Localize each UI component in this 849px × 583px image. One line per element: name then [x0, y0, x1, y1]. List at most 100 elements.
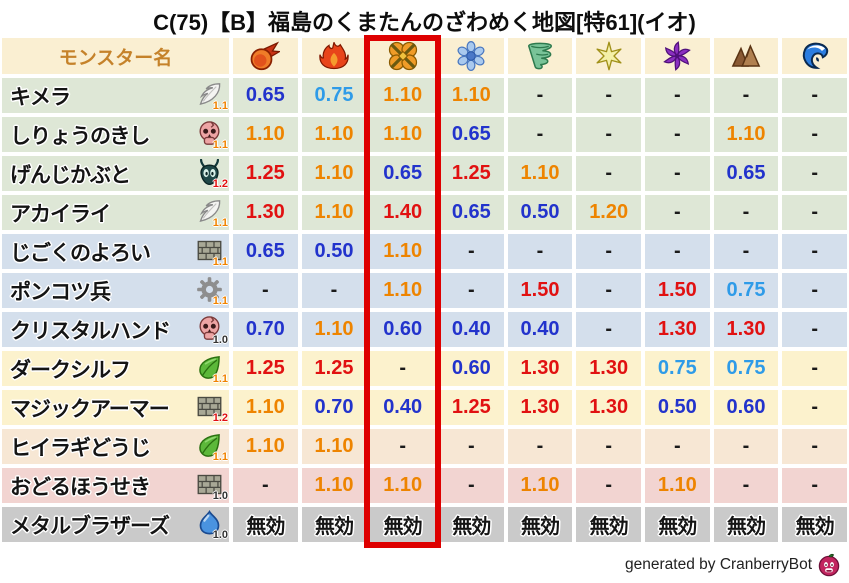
resist-value-cell: 1.10 [233, 429, 298, 464]
column-header-fireball [233, 38, 298, 74]
resist-value-cell: 無効 [782, 507, 847, 542]
resist-value-cell: 1.30 [644, 312, 710, 347]
monster-name: アカイライ [10, 202, 111, 226]
resist-value-cell: - [713, 234, 779, 269]
resist-value-cell: 0.40 [438, 312, 504, 347]
monster-name-cell: キメラ 1.1 [2, 78, 229, 113]
resist-value-cell: - [713, 429, 779, 464]
level-multiplier: 1.0 [212, 490, 228, 502]
monster-name: げんじかぶと [10, 163, 131, 187]
resist-value-cell: 無効 [438, 507, 504, 542]
monster-name-cell: おどるほうせき 1.0 [2, 468, 229, 503]
level-multiplier: 1.0 [212, 334, 228, 346]
column-header-ice [438, 38, 504, 74]
column-header-dark [644, 38, 710, 74]
resist-value-cell: 1.10 [370, 468, 435, 503]
resist-value-cell: 1.25 [438, 156, 504, 191]
resist-value-cell: 0.65 [438, 117, 504, 152]
resist-value-cell: - [782, 156, 847, 191]
resist-value-cell: 1.10 [301, 312, 367, 347]
resist-value-cell: - [233, 273, 298, 308]
resist-value-cell: - [782, 351, 847, 386]
monster-name: ポンコツ兵 [10, 280, 111, 304]
resist-value-cell: - [576, 234, 641, 269]
resist-value-cell: 0.60 [713, 390, 779, 425]
leaf-icon: 1.1 [194, 352, 228, 385]
column-header-flame [301, 38, 367, 74]
resist-value-cell: - [576, 312, 641, 347]
resist-value-cell: - [576, 117, 641, 152]
resist-value-cell: 1.10 [301, 156, 367, 191]
monster-name: おどるほうせき [10, 475, 151, 499]
resist-value-cell: 無効 [507, 507, 573, 542]
monster-name: マジックアーマー [10, 397, 170, 421]
monster-name: ヒイラギどうじ [10, 436, 151, 460]
monster-name-cell: アカイライ 1.1 [2, 195, 229, 230]
resist-value-cell: 1.25 [233, 156, 298, 191]
column-header-explosion [370, 38, 435, 74]
resist-value-cell: 1.10 [370, 234, 435, 269]
resist-value-cell: 0.65 [233, 234, 298, 269]
column-header-wind [507, 38, 573, 74]
resist-value-cell: - [644, 234, 710, 269]
resist-value-cell: - [576, 429, 641, 464]
mountain-icon [731, 41, 761, 71]
resist-value-cell: 1.50 [644, 273, 710, 308]
resist-value-cell: 1.40 [370, 195, 435, 230]
resist-value-cell: - [782, 117, 847, 152]
column-header-monster-name: モンスター名 [2, 38, 229, 74]
resist-value-cell: 0.65 [713, 156, 779, 191]
resist-value-cell: 1.25 [233, 351, 298, 386]
monster-name: ダークシルフ [10, 358, 131, 382]
resist-value-cell: 1.30 [576, 390, 641, 425]
column-header-lightning [576, 38, 641, 74]
resist-value-cell: - [576, 273, 641, 308]
resist-value-cell: 0.50 [507, 195, 573, 230]
snowflake-icon [456, 41, 486, 71]
monster-name-cell: メタルブラザーズ 1.0 [2, 507, 229, 542]
resist-value-cell: 1.25 [301, 351, 367, 386]
monster-name-cell: ダークシルフ 1.1 [2, 351, 229, 386]
resist-value-cell: 1.10 [301, 468, 367, 503]
resist-value-cell: 1.20 [576, 195, 641, 230]
resist-value-cell: 1.10 [301, 195, 367, 230]
resist-value-cell: 無効 [301, 507, 367, 542]
column-header-wave [782, 38, 847, 74]
resist-value-cell: 0.70 [301, 390, 367, 425]
column-header-rock [713, 38, 779, 74]
resist-value-cell: - [438, 273, 504, 308]
flame-icon [319, 41, 349, 71]
monster-name: メタルブラザーズ [10, 514, 170, 538]
resist-value-cell: 0.70 [233, 312, 298, 347]
monster-name-cell: じごくのよろい 1.1 [2, 234, 229, 269]
page-title: C(75)【B】福島のくまたんのざわめく地図[特61](イオ) [153, 10, 696, 35]
resist-value-cell: - [713, 195, 779, 230]
level-multiplier: 1.1 [212, 139, 228, 151]
resistance-grid: モンスター名 キメラ 1.1 0.65 0.75 1.10 1.10- - - - - しりょうのきし… [2, 38, 847, 542]
slime-icon: 1.0 [194, 508, 228, 541]
resist-value-cell: 1.10 [233, 390, 298, 425]
resist-value-cell: - [576, 78, 641, 113]
resist-value-cell: 1.30 [507, 351, 573, 386]
level-multiplier: 1.1 [212, 451, 228, 463]
resist-value-cell: 1.10 [438, 78, 504, 113]
resist-value-cell: 1.10 [370, 78, 435, 113]
resist-value-cell: - [782, 312, 847, 347]
tornado-icon [525, 41, 555, 71]
cranberry-icon [817, 553, 841, 577]
level-multiplier: 1.0 [212, 529, 228, 541]
resist-value-cell: - [301, 273, 367, 308]
credit-text: generated by CranberryBot [625, 556, 812, 573]
monster-name: しりょうのきし [10, 124, 150, 148]
resist-value-cell: - [438, 468, 504, 503]
resist-value-cell: 1.10 [507, 468, 573, 503]
resist-value-cell: 0.40 [370, 390, 435, 425]
resist-value-cell: - [782, 234, 847, 269]
resist-value-cell: 1.10 [301, 429, 367, 464]
resist-value-cell: - [782, 429, 847, 464]
monster-name: キメラ [10, 85, 71, 109]
monster-name-cell: げんじかぶと 1.2 [2, 156, 229, 191]
leaf-icon: 1.1 [194, 430, 228, 463]
level-multiplier: 1.1 [212, 256, 228, 268]
resist-value-cell: 1.10 [370, 273, 435, 308]
